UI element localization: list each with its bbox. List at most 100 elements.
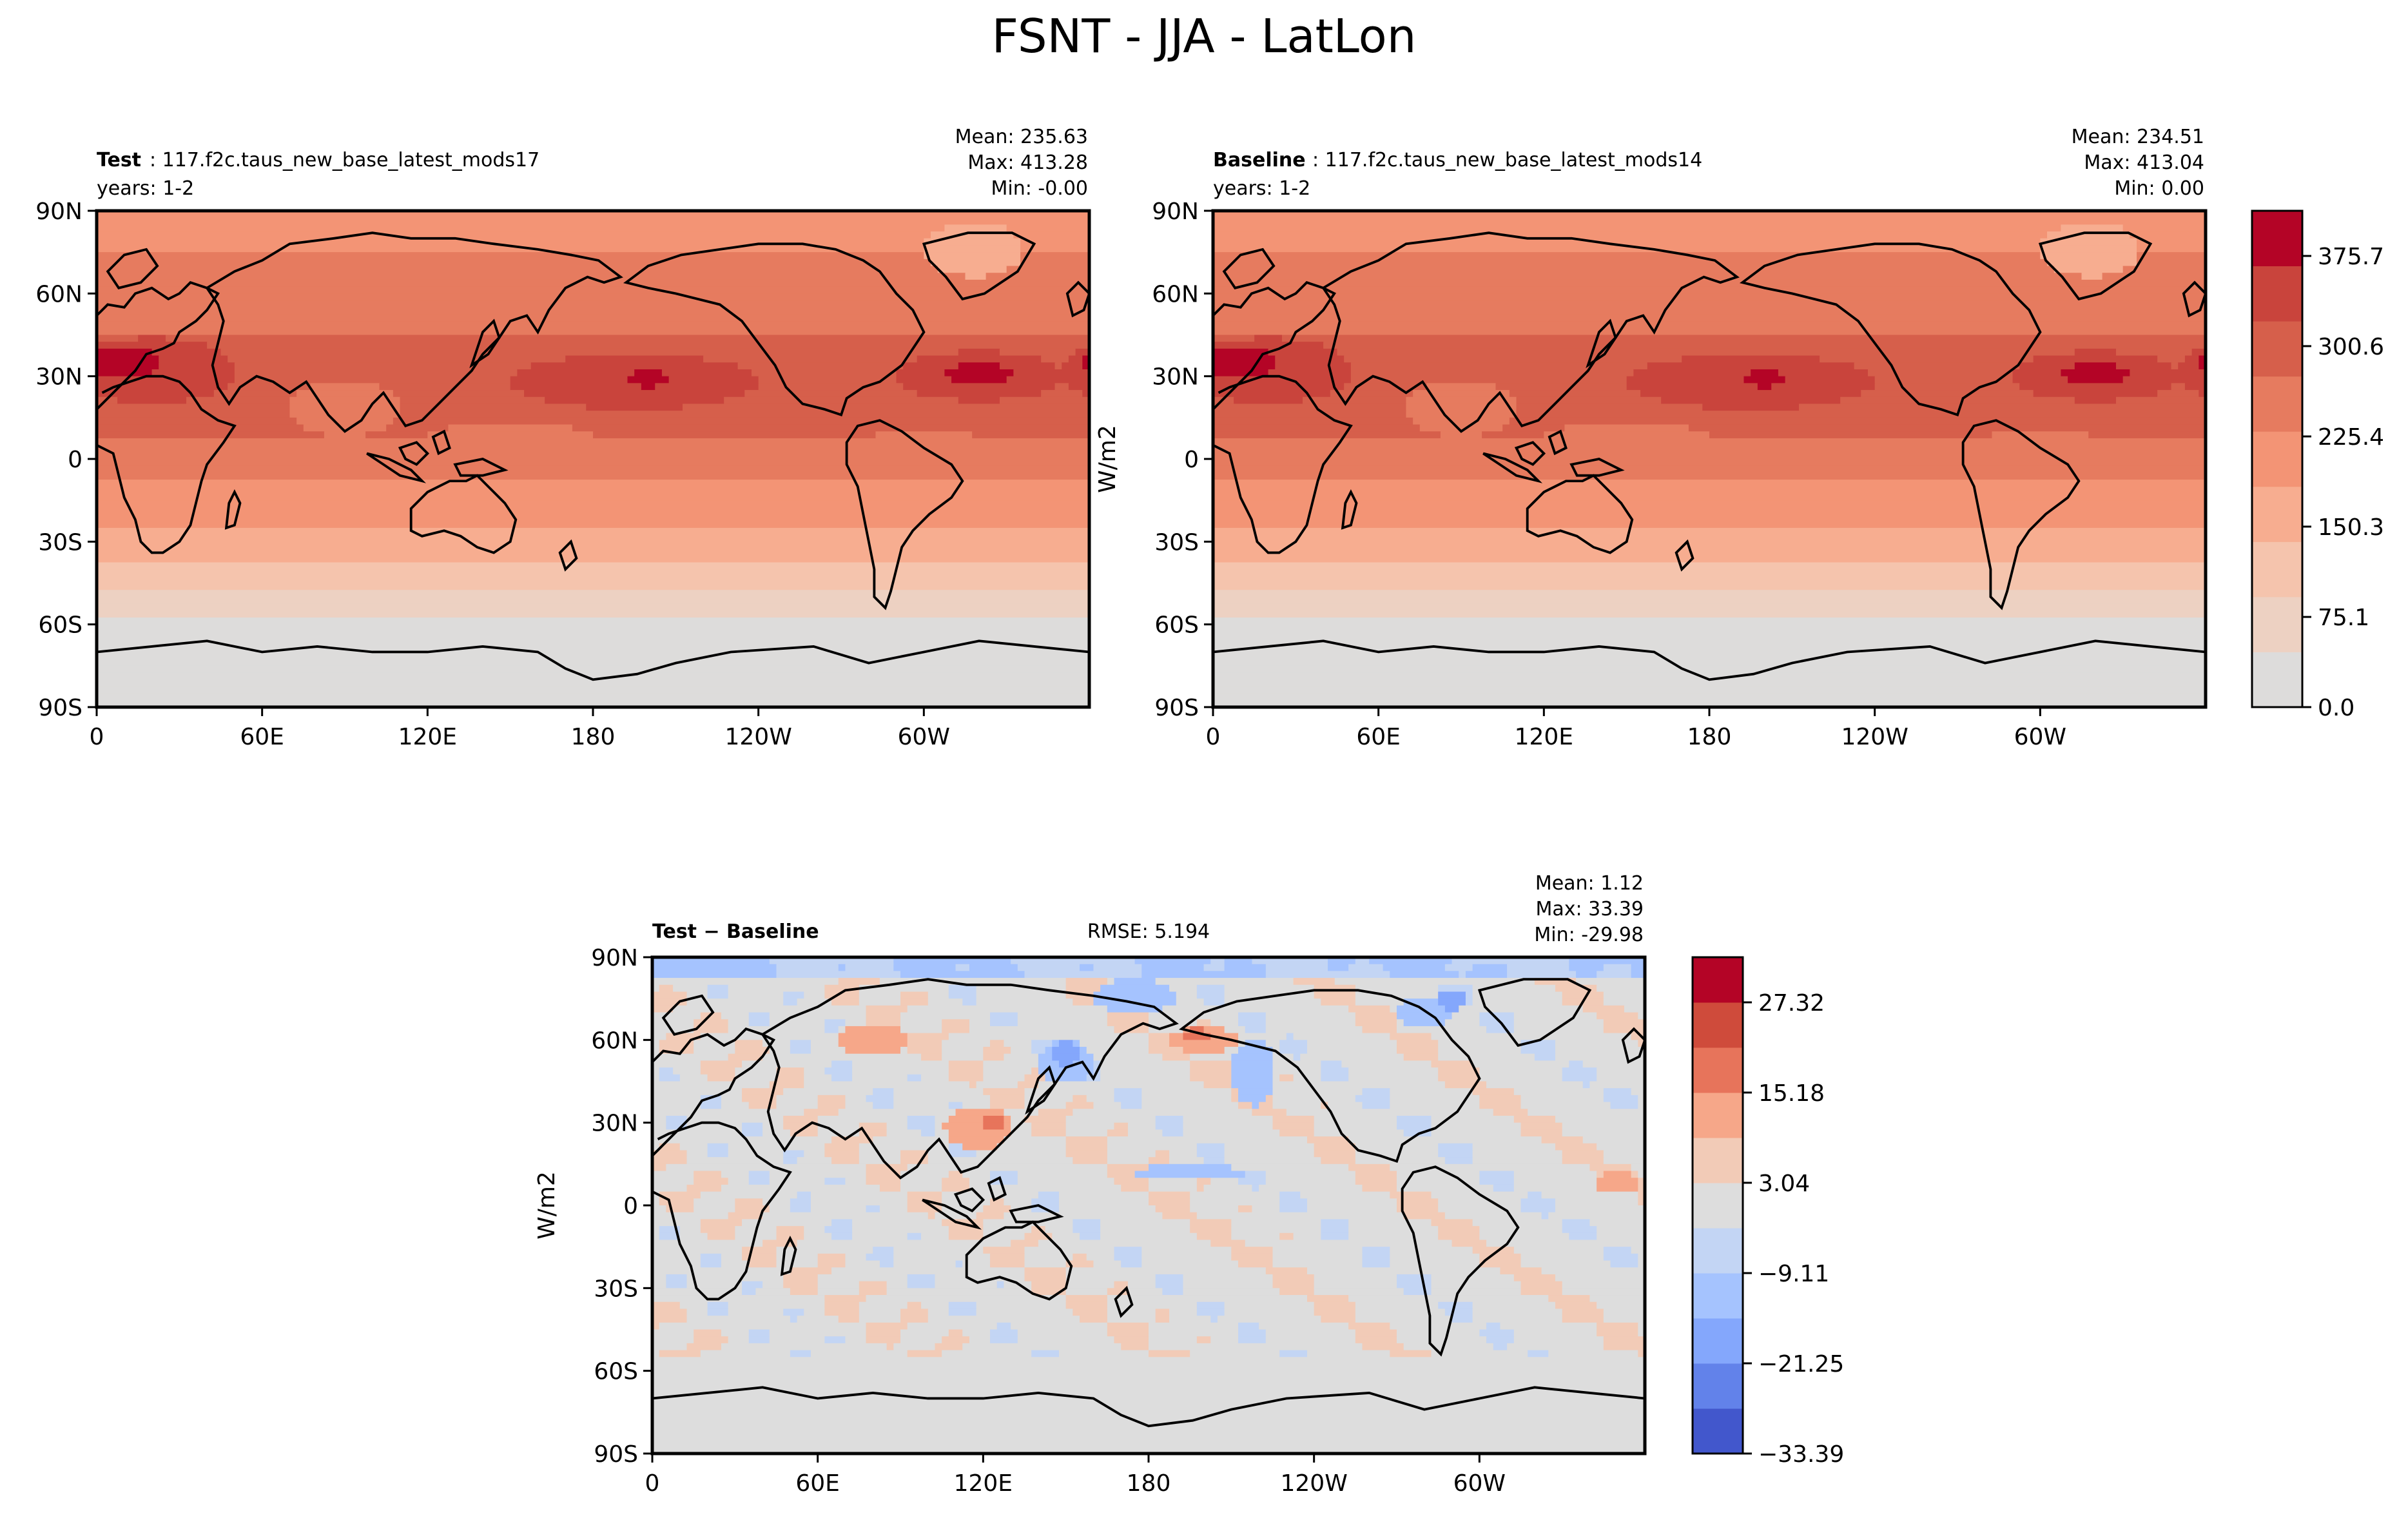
field-cell [1213, 480, 2206, 487]
field-cell [742, 1253, 777, 1261]
field-cell [921, 1301, 949, 1310]
field-cell [1272, 1253, 1363, 1261]
colorbar-level [1693, 1318, 1743, 1364]
field-cell [1190, 1219, 1232, 1227]
field-cell [783, 1088, 873, 1096]
field-cell [1086, 1047, 1149, 1055]
field-cell [1217, 1316, 1321, 1323]
field-cell [1390, 1088, 1473, 1096]
field-cell [838, 978, 880, 986]
field-cell [1213, 383, 1345, 391]
field-cell [1065, 1274, 1156, 1282]
field-cell [1065, 1150, 1108, 1158]
field-cell [652, 998, 688, 1006]
field-cell [817, 1095, 846, 1103]
field-cell [907, 1274, 936, 1282]
field-cell [1350, 362, 1648, 370]
field-cell [852, 1219, 942, 1227]
field-cell [1576, 978, 1646, 986]
field-cell [873, 1102, 894, 1109]
field-cell [686, 1281, 743, 1289]
field-cell [652, 978, 839, 986]
field-cell [1011, 1129, 1032, 1137]
field-cell [962, 1329, 991, 1337]
field-cell [845, 1102, 873, 1109]
field-cell [1459, 971, 1466, 978]
field-cell [907, 1301, 922, 1310]
y-tick-label: 90N [35, 199, 83, 225]
field-cell [1314, 1143, 1356, 1151]
field-cell [652, 1019, 694, 1027]
field-cell [652, 1336, 694, 1344]
field-cell [1555, 1198, 1638, 1206]
field-cell [1597, 1171, 1604, 1178]
field-cell [1431, 1122, 1522, 1130]
field-cell [1348, 1136, 1542, 1144]
field-cell [652, 1232, 660, 1241]
field-cell [1355, 1301, 1439, 1310]
field-cell [1149, 1157, 1170, 1165]
field-cell [797, 998, 832, 1006]
field-cell [859, 1281, 888, 1289]
field-cell [1213, 555, 2206, 563]
field-cell [721, 1095, 743, 1103]
field-cell [1603, 1336, 1646, 1344]
field-cell [679, 1226, 701, 1234]
field-cell [879, 1205, 908, 1213]
field-cell [1004, 1212, 1163, 1220]
field-cell [652, 1157, 688, 1165]
field-cell [1080, 1047, 1087, 1055]
field-cell [97, 355, 159, 363]
field-cell [296, 417, 394, 425]
field-cell [1127, 1281, 1156, 1289]
field-cell [1509, 390, 1641, 398]
field-cell [1383, 964, 1446, 971]
field-cell [1682, 355, 1820, 363]
field-cell [652, 1322, 660, 1330]
field-cell [1520, 1198, 1556, 1206]
field-cell [1259, 1102, 1274, 1109]
field-cell [1149, 1191, 1190, 1199]
field-cell [893, 1253, 991, 1261]
field-cell [1589, 1163, 1632, 1172]
field-cell [900, 1026, 942, 1034]
field-cell [1528, 1350, 1549, 1357]
field-cell [1638, 1178, 1646, 1185]
field-cell [903, 362, 959, 370]
field-cell [1306, 1267, 1501, 1275]
field-cell [1073, 1095, 1087, 1103]
field-cell [944, 369, 1014, 377]
field-cell [990, 1171, 1018, 1178]
field-cell [1017, 1329, 1108, 1337]
field-cell [1020, 245, 1090, 253]
field-cell [1362, 1247, 1390, 1254]
field-cell [296, 390, 394, 398]
field-cell [783, 1281, 819, 1289]
y-tick-label: 30S [38, 529, 83, 556]
field-cell [707, 1143, 729, 1151]
field-cell [790, 1205, 811, 1213]
field-cell [97, 273, 966, 280]
field-cell [1647, 362, 1855, 370]
field-cell [1438, 1232, 1480, 1241]
field-cell [845, 1260, 880, 1268]
field-cell [1419, 424, 1503, 432]
field-cell [1562, 1157, 1604, 1165]
field-cell [1390, 1247, 1473, 1254]
field-cell [1472, 984, 1556, 993]
field-cell [1493, 1343, 1508, 1351]
field-cell [1213, 252, 2041, 260]
field-cell [1279, 1288, 1315, 1296]
field-cell [1438, 1143, 1473, 1151]
field-cell [742, 1095, 777, 1103]
field-cell [1252, 1109, 1287, 1116]
field-cell [1065, 1288, 1108, 1296]
field-cell [1279, 1129, 1315, 1137]
field-cell [1610, 1260, 1638, 1268]
field-cell [1597, 1232, 1646, 1241]
field-cell [866, 1095, 894, 1103]
field-cell [1169, 1040, 1239, 1047]
field-cell [1155, 1205, 1190, 1213]
field-cell [186, 396, 291, 405]
